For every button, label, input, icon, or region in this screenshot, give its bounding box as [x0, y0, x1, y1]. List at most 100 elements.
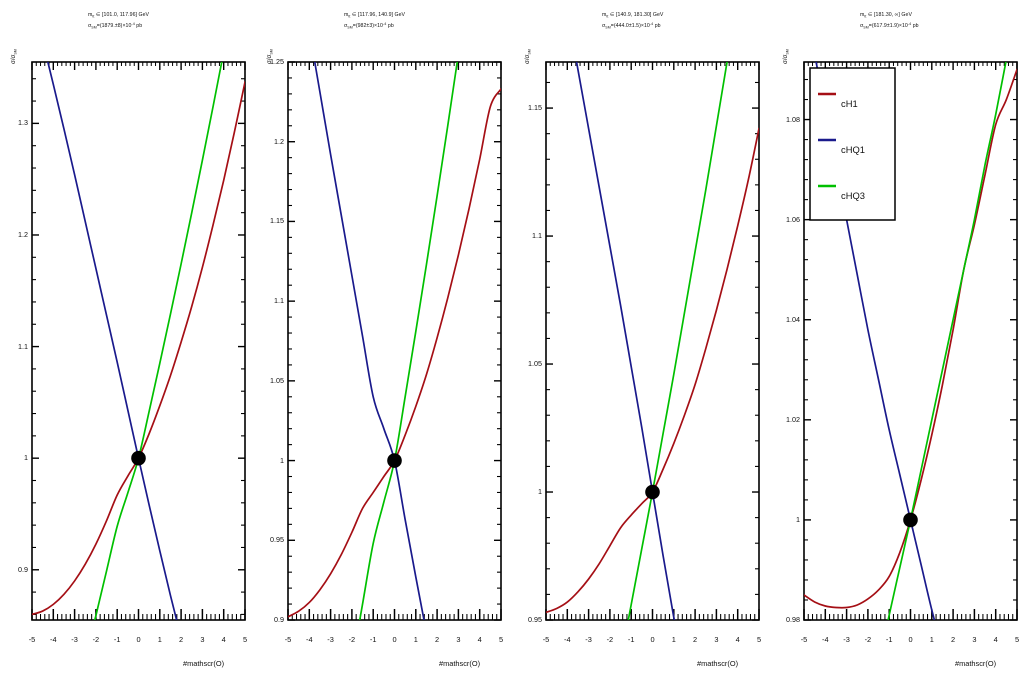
x-tick-label: -4	[50, 635, 57, 644]
x-tick-label: 4	[735, 635, 740, 644]
panel-title-2: mtt ∈ [117.96, 140.9] GeV σSM=(982±3)×10-…	[344, 11, 534, 31]
x-tick-label: -4	[822, 635, 829, 644]
panel-title-1: mtt ∈ [101.0, 117.96] GeV σSM=(1879.±8)×1…	[88, 11, 278, 31]
x-tick-label: 5	[498, 635, 504, 644]
y-tick-label: 1.05	[528, 359, 542, 369]
sigma-value: =(444.0±1.5)×10	[610, 22, 650, 29]
y-axis-ticks	[546, 81, 759, 621]
panel-3: mtt ∈ [140.9, 181.30] GeV σSM=(444.0±1.5)…	[512, 0, 768, 682]
panel-2: mtt ∈ [117.96, 140.9] GeV σSM=(982±3)×10-…	[256, 0, 512, 682]
mass-range-value: [140.9, 181.30] GeV	[616, 12, 664, 18]
plot-area-1	[31, 61, 246, 621]
x-tick-label: 4	[477, 635, 482, 644]
x-axis-label-1: #mathscr(O)	[183, 659, 225, 668]
x-tick-label: -4	[564, 635, 571, 644]
y-tick-label: 1.1	[274, 296, 284, 306]
curve-cH1	[546, 127, 759, 614]
x-tick-label: 3	[456, 635, 461, 644]
sm-point	[645, 484, 660, 500]
y-axis-ticks	[804, 78, 1017, 621]
y-tick-label: 1.2	[18, 229, 28, 239]
x-tick-label: -2	[348, 635, 356, 644]
y-tick-label: 1.15	[528, 103, 542, 113]
x-tick-label: 2	[179, 635, 184, 644]
sigma-unit: pb	[134, 22, 143, 29]
plot-area-3	[545, 61, 760, 621]
curve-cH1	[288, 88, 501, 618]
x-axis-label-3: #mathscr(O)	[697, 659, 739, 668]
sigma-variable: σ	[88, 22, 92, 29]
y-tick-label: 1	[538, 487, 542, 497]
title-cross-section: σSM=(444.0±1.5)×10-4 pb	[602, 21, 792, 32]
legend: cH1 cHQ1 cHQ3	[809, 67, 896, 221]
x-tick-label: -5	[542, 635, 550, 644]
x-tick-label: 4	[993, 635, 998, 644]
y-tick-label: 1.08	[786, 114, 800, 124]
x-tick-label: 0	[392, 635, 397, 644]
panel-4: mtt ∈ [181.30, ∞] GeV σSM=(617.9±1.9)×10-…	[768, 0, 1023, 682]
y-tick-label: 0.98	[786, 615, 800, 624]
title-mass-range: mtt ∈ [140.9, 181.30] GeV	[602, 12, 664, 19]
x-axis-label-4: #mathscr(O)	[955, 659, 997, 668]
sigma-value: =(982±3)×10	[352, 22, 383, 29]
mass-range-value: [117.96, 140.9] GeV	[358, 12, 406, 18]
x-tick-label: 1	[413, 635, 418, 644]
x-tick-label: -1	[627, 635, 635, 644]
mass-variable: m	[602, 12, 607, 18]
x-tick-label: 1	[671, 635, 676, 644]
x-tick-label: -2	[864, 635, 872, 644]
x-tick-label: -5	[28, 635, 36, 644]
x-tick-label: -2	[92, 635, 100, 644]
x-tick-label: 0	[650, 635, 655, 644]
y-tick-label: 1.1	[18, 341, 28, 351]
curve-cH1	[32, 81, 245, 616]
x-tick-label: -5	[800, 635, 808, 644]
title-mass-range: mtt ∈ [117.96, 140.9] GeV	[344, 12, 406, 19]
legend-label-cH1: cH1	[841, 98, 858, 109]
sigma-exponent: -4	[907, 21, 912, 26]
panel-1: mtt ∈ [101.0, 117.96] GeV σSM=(1879.±8)×1…	[0, 0, 256, 682]
sigma-subscript: SM	[347, 25, 353, 30]
x-tick-label: 5	[242, 635, 248, 644]
plot-frame	[31, 61, 246, 621]
y-axis-ticks	[32, 78, 245, 615]
x-tick-label: -1	[113, 635, 121, 644]
mass-subscript: tt	[92, 14, 95, 19]
x-tick-label: 3	[972, 635, 977, 644]
sigma-exponent: -4	[383, 21, 387, 26]
x-axis-label-2: #mathscr(O)	[439, 659, 481, 668]
mass-variable: m	[88, 12, 93, 18]
x-tick-label: 0	[908, 635, 913, 644]
title-mass-range: mtt ∈ [181.30, ∞] GeV	[860, 12, 912, 19]
plot-area-2	[287, 61, 502, 621]
sigma-value: =(1879.±8)×10	[96, 22, 132, 29]
title-cross-section: σSM=(1879.±8)×10-4 pb	[88, 21, 278, 32]
x-tick-label: -3	[585, 635, 592, 644]
curve-cHQ3	[627, 62, 728, 620]
panel-title-4: mtt ∈ [181.30, ∞] GeV σSM=(617.9±1.9)×10-…	[860, 11, 1023, 31]
x-tick-label: -3	[843, 635, 850, 644]
sigma-unit: pb	[653, 22, 661, 29]
x-tick-label: -3	[71, 635, 78, 644]
x-tick-label: 3	[714, 635, 719, 644]
y-tick-label: 1.05	[270, 375, 284, 385]
mass-subscript: tt	[864, 14, 867, 19]
y-tick-label: 1.3	[18, 118, 28, 128]
curve-cHQ1	[313, 62, 425, 620]
mass-range-value: [101.0, 117.96] GeV	[102, 12, 150, 18]
mass-subscript: tt	[348, 14, 351, 19]
x-axis-ticks	[31, 62, 246, 620]
x-tick-label: -5	[284, 635, 292, 644]
x-tick-label: -1	[369, 635, 377, 644]
curve-cHQ3	[358, 62, 459, 620]
sigma-variable: σ	[344, 22, 348, 29]
y-tick-label: 1.2	[274, 136, 284, 146]
y-tick-label: 1.04	[786, 314, 800, 324]
title-cross-section: σSM=(982±3)×10-4 pb	[344, 21, 534, 32]
x-tick-label: -1	[885, 635, 893, 644]
curve-cHQ3	[93, 62, 223, 620]
y-tick-label: 1.06	[786, 214, 800, 224]
panel-title-3: mtt ∈ [140.9, 181.30] GeV σSM=(444.0±1.5)…	[602, 11, 792, 31]
mass-variable: m	[344, 12, 349, 18]
